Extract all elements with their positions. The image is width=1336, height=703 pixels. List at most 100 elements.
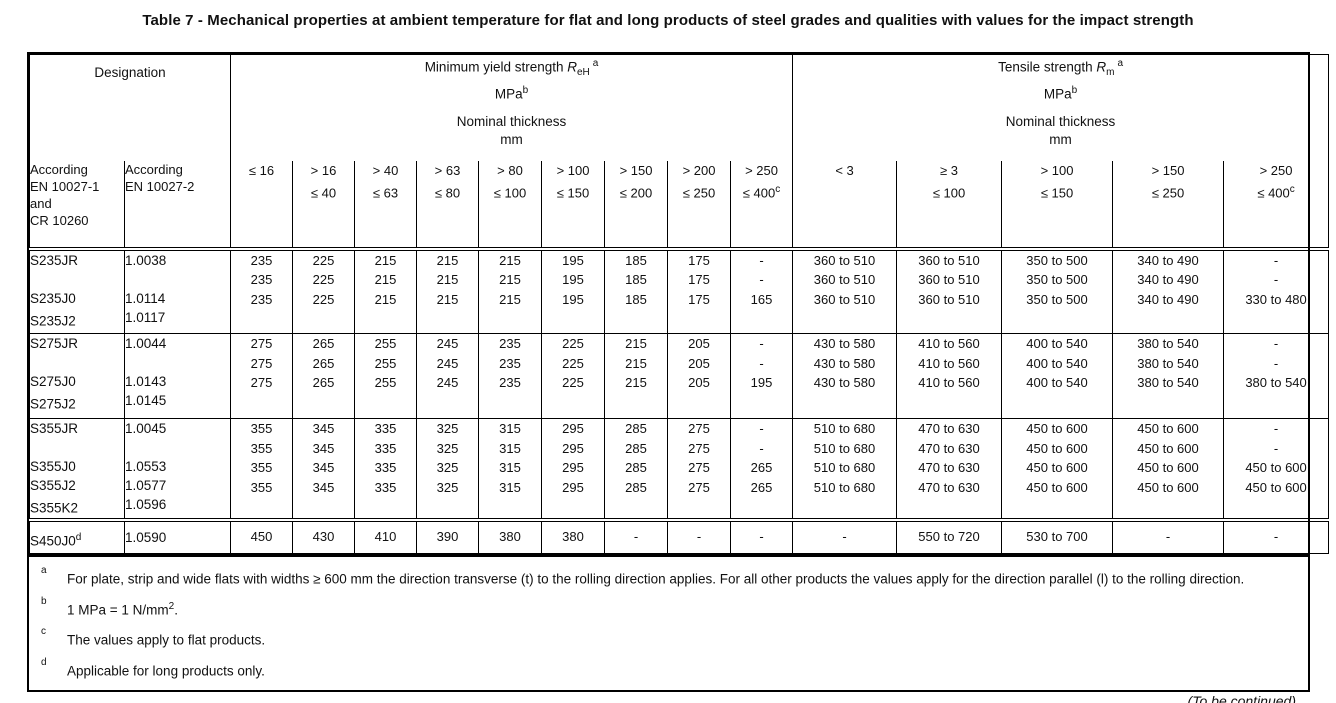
tensile-value-cell: 410 to 560 410 to 560 410 to 560 xyxy=(896,333,1003,419)
tensile-value-cell: 510 to 680 510 to 680 510 to 680 510 to … xyxy=(792,418,898,520)
yield-value-cell: 205 205 205 xyxy=(667,333,732,419)
tensile-strength-title: Tensile strength Rma xyxy=(998,58,1124,79)
yield-range-col-9: > 250 ≤ 400c xyxy=(730,160,794,251)
footnote-mark: d xyxy=(41,656,47,668)
footnote-mark: a xyxy=(41,565,47,576)
steel-number-cell: 1.0044 1.0143 1.0145 xyxy=(123,333,232,419)
grade-name-cell: S355JR S355J0 S355J2 S355K2 xyxy=(29,418,125,520)
tensile-nominal-thickness-label: Nominal thickness mm xyxy=(792,112,1330,161)
steel-number-cell: 1.0590 xyxy=(123,517,232,554)
yield-value-cell: 235 235 235 xyxy=(478,333,543,419)
tensile-value-cell: 360 to 510 360 to 510 360 to 510 xyxy=(792,248,898,334)
tensile-value-cell: 340 to 490 340 to 490 340 to 490 xyxy=(1112,248,1225,334)
yield-range-col-6: > 100 ≤ 150 xyxy=(541,160,606,251)
tensile-range-col-2: ≥ 3 ≤ 100 xyxy=(896,160,1003,251)
yield-value-cell: 345 345 345 345 xyxy=(292,418,356,520)
yield-value-cell: 285 285 285 285 xyxy=(604,418,669,520)
tensile-value-cell: 360 to 510 360 to 510 360 to 510 xyxy=(896,248,1003,334)
yield-range-col-8: > 200 ≤ 250 xyxy=(667,160,732,251)
tensile-value-cell: - - 330 to 480 xyxy=(1223,248,1330,334)
tensile-value-cell: 470 to 630 470 to 630 470 to 630 470 to … xyxy=(896,418,1003,520)
yield-value-cell: 295 295 295 295 xyxy=(541,418,606,520)
tensile-range-col-5: > 250 ≤ 400c xyxy=(1223,160,1330,251)
yield-value-cell: 410 xyxy=(354,517,418,554)
to-be-continued-note: (To be continued) xyxy=(1187,693,1296,703)
grade-group-s355: S355JR S355J0 S355J2 S355K2 1.0045 1.055… xyxy=(29,418,1330,520)
tensile-value-cell: 450 to 600 450 to 600 450 to 600 450 to … xyxy=(1112,418,1225,520)
tensile-range-col-4: > 150 ≤ 250 xyxy=(1112,160,1225,251)
yield-value-cell: 380 xyxy=(541,517,606,554)
tensile-value-cell: 550 to 720 xyxy=(896,517,1003,554)
tensile-value-cell: 430 to 580 430 to 580 430 to 580 xyxy=(792,333,898,419)
yield-value-cell: - xyxy=(604,517,669,554)
footnote-text: Applicable for long products only. xyxy=(67,663,265,678)
footnote-text: For plate, strip and wide flats with wid… xyxy=(67,571,1245,587)
steel-number-cell: 1.0038 1.0114 1.0117 xyxy=(123,248,232,334)
yield-nominal-thickness-label: Nominal thickness mm xyxy=(230,112,794,161)
yield-strength-header: Minimum yield strength ReHa MPab xyxy=(230,54,794,113)
tensile-value-cell: - xyxy=(1112,517,1225,554)
tensile-range-col-1: < 3 xyxy=(792,160,898,251)
yield-value-cell: 325 325 325 325 xyxy=(416,418,480,520)
yield-value-cell: 450 xyxy=(230,517,294,554)
yield-value-cell: - - 165 xyxy=(730,248,794,334)
yield-value-cell: 245 245 245 xyxy=(416,333,480,419)
grade-group-s450: S450J0d 1.0590 450 430 410 390 380 380 -… xyxy=(29,517,1330,554)
footnote-c: c The values apply to flat products. xyxy=(35,626,1302,650)
tensile-value-cell: - - 380 to 540 xyxy=(1223,333,1330,419)
footnote-mark: c xyxy=(41,626,46,637)
tensile-strength-unit: MPab xyxy=(1043,85,1078,102)
yield-value-cell: 380 xyxy=(478,517,543,554)
tensile-value-cell: 530 to 700 xyxy=(1001,517,1114,554)
yield-range-col-1: ≤ 16 xyxy=(230,160,294,251)
yield-strength-title: Minimum yield strength ReHa xyxy=(424,58,599,79)
tensile-value-cell: 450 to 600 450 to 600 450 to 600 450 to … xyxy=(1001,418,1114,520)
yield-value-cell: 335 335 335 335 xyxy=(354,418,418,520)
designation-label: Designation xyxy=(94,65,166,80)
footnote-a: a For plate, strip and wide flats with w… xyxy=(35,565,1302,589)
yield-value-cell: 275 275 275 xyxy=(230,333,294,419)
yield-range-col-5: > 80 ≤ 100 xyxy=(478,160,543,251)
tensile-value-cell: - - 450 to 600 450 to 600 xyxy=(1223,418,1330,520)
yield-value-cell: 225 225 225 xyxy=(541,333,606,419)
yield-value-cell: 275 275 275 275 xyxy=(667,418,732,520)
grade-name-cell: S450J0d xyxy=(29,517,125,554)
yield-value-cell: 215 215 215 xyxy=(604,333,669,419)
table-title: Table 7 - Mechanical properties at ambie… xyxy=(142,12,1194,29)
tensile-value-cell: - xyxy=(792,517,898,554)
yield-range-col-2: > 16 ≤ 40 xyxy=(292,160,356,251)
grade-group-s235: S235JR S235J0 S235J2 1.0038 1.0114 1.011… xyxy=(29,248,1330,334)
steel-number-cell: 1.0045 1.0553 1.0577 1.0596 xyxy=(123,418,232,520)
yield-value-cell: 215 215 215 xyxy=(416,248,480,334)
footnote-d: d Applicable for long products only. xyxy=(35,656,1302,681)
tensile-value-cell: 400 to 540 400 to 540 400 to 540 xyxy=(1001,333,1114,419)
yield-value-cell: 225 225 225 xyxy=(292,248,356,334)
yield-value-cell: 265 265 265 xyxy=(292,333,356,419)
footnote-text: 1 MPa = 1 N/mm2. xyxy=(67,600,178,618)
yield-value-cell: 430 xyxy=(292,517,356,554)
tensile-range-col-3: > 100 ≤ 150 xyxy=(1001,160,1114,251)
yield-range-col-3: > 40 ≤ 63 xyxy=(354,160,418,251)
tensile-value-cell: - xyxy=(1223,517,1330,554)
designation-sub-en10027-2: According EN 10027-2 xyxy=(123,160,232,251)
grade-name-cell: S235JR S235J0 S235J2 xyxy=(29,248,125,334)
designation-header: Designation xyxy=(28,54,232,161)
designation-sub-en10027-1: According EN 10027-1 and CR 10260 xyxy=(29,160,125,251)
yield-value-cell: 390 xyxy=(416,517,480,554)
yield-value-cell: 235 235 235 xyxy=(230,248,294,334)
footnote-text: The values apply to flat products. xyxy=(67,632,266,648)
yield-value-cell: 355 355 355 355 xyxy=(230,418,294,520)
yield-value-cell: - xyxy=(667,517,732,554)
grade-name-cell: S275JR S275J0 S275J2 xyxy=(29,333,125,419)
grade-group-s275: S275JR S275J0 S275J2 1.0044 1.0143 1.014… xyxy=(29,333,1330,419)
tensile-value-cell: 380 to 540 380 to 540 380 to 540 xyxy=(1112,333,1225,419)
yield-value-cell: 215 215 215 xyxy=(478,248,543,334)
yield-range-col-7: > 150 ≤ 200 xyxy=(604,160,669,251)
yield-value-cell: - - 265 265 xyxy=(730,418,794,520)
table-box: Designation Minimum yield strength ReHa … xyxy=(27,52,1330,692)
yield-value-cell: - - 195 xyxy=(730,333,794,419)
footnotes-section: a For plate, strip and wide flats with w… xyxy=(29,554,1308,690)
mechanical-properties-table: Designation Minimum yield strength ReHa … xyxy=(28,54,1330,554)
yield-value-cell: 185 185 185 xyxy=(604,248,669,334)
tensile-value-cell: 350 to 500 350 to 500 350 to 500 xyxy=(1001,248,1114,334)
